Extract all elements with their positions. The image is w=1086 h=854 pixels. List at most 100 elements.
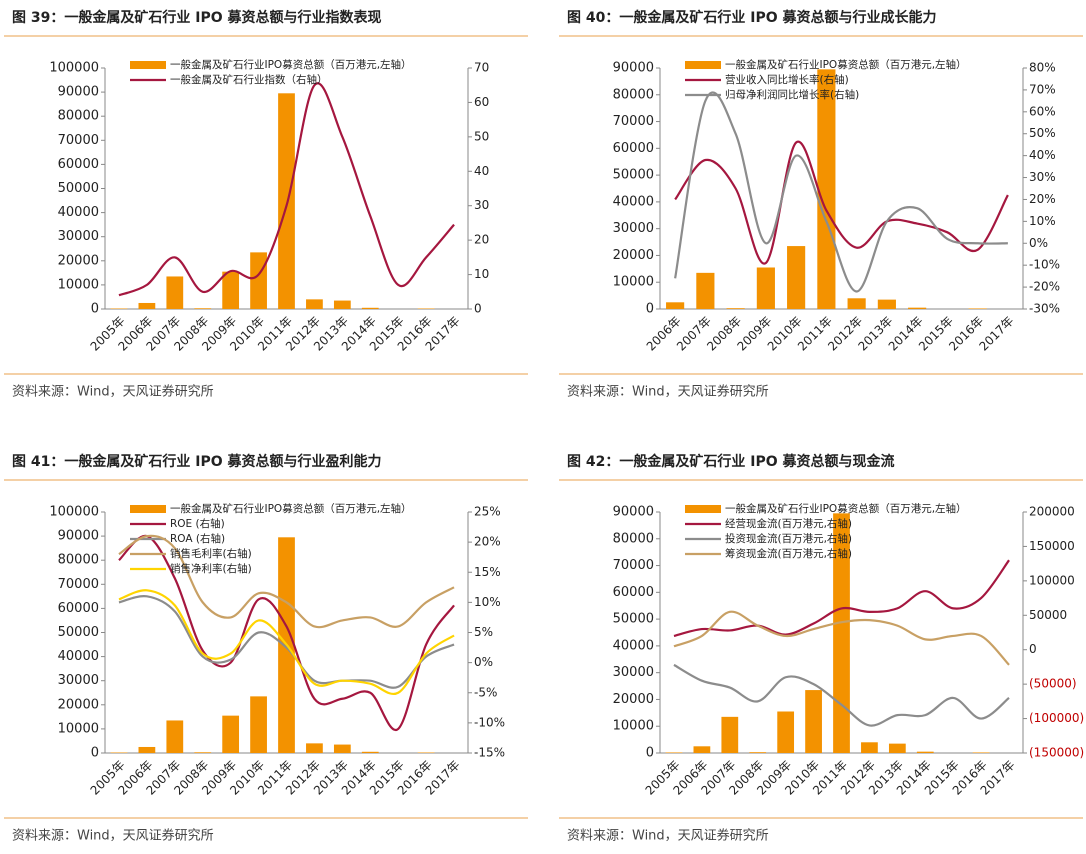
bar <box>916 751 934 753</box>
y-tick-label: 40000 <box>58 205 99 220</box>
bar <box>138 746 156 753</box>
legend-label: 营业收入同比增长率(右轴) <box>725 73 849 86</box>
y2-tick-label: 20% <box>1029 192 1056 206</box>
y-tick-label: 50000 <box>58 625 99 640</box>
y2-tick-label: 20% <box>474 535 501 549</box>
legend-swatch <box>685 61 721 69</box>
y2-tick-label: 150000 <box>1029 539 1075 553</box>
legend-label: 归母净利润同比增长率(右轴) <box>725 88 859 101</box>
bar <box>777 711 795 753</box>
bar <box>333 300 351 309</box>
line-series <box>673 610 1010 666</box>
line-series <box>118 534 455 731</box>
y-tick-label: 10000 <box>58 721 99 736</box>
bar <box>194 752 212 753</box>
x-tick-label: 2017年 <box>976 314 1016 354</box>
legend-label: 一般金属及矿石行业指数（右轴） <box>170 73 328 86</box>
chart-title: 图 39：一般金属及矿石行业 IPO 募资总额与行业指数表现 <box>12 9 381 26</box>
bar <box>968 308 987 309</box>
y-tick-label: 0 <box>646 746 654 761</box>
bar <box>817 69 836 309</box>
y2-tick-label: (100000) <box>1029 711 1084 725</box>
line-series <box>674 91 1008 293</box>
y-tick-label: 30000 <box>58 229 99 244</box>
line-series <box>118 82 455 297</box>
bar <box>166 720 184 753</box>
bar <box>250 252 267 309</box>
y2-tick-label: 40% <box>1029 148 1056 162</box>
y-tick-label: 50000 <box>613 612 654 627</box>
bar <box>833 513 850 753</box>
source: 资料来源：Wind，天风证券研究所 <box>567 828 769 844</box>
bar <box>787 246 806 309</box>
legend-swatch <box>685 505 721 513</box>
y2-tick-label: 50% <box>1029 126 1056 140</box>
bar <box>666 302 685 309</box>
y2-tick-label: 40 <box>474 164 489 178</box>
source: 资料来源：Wind，天风证券研究所 <box>12 384 214 400</box>
legend-label: ROA (右轴) <box>170 532 225 545</box>
y-tick-label: 100000 <box>49 61 99 76</box>
bar <box>693 746 711 753</box>
y2-tick-label: 0% <box>1029 236 1048 250</box>
legend-label: 一般金属及矿石行业IPO募资总额（百万港元,左轴） <box>725 502 967 515</box>
legend-label: 一般金属及矿石行业IPO募资总额（百万港元,左轴） <box>170 502 412 515</box>
chart-title: 图 42：一般金属及矿石行业 IPO 募资总额与现金流 <box>567 453 894 470</box>
y2-tick-label: -15% <box>474 746 505 760</box>
legend-label: 一般金属及矿石行业IPO募资总额（百万港元,左轴） <box>170 58 412 71</box>
line-series <box>673 663 1010 727</box>
legend-label: 经营现金流(百万港元,右轴) <box>725 517 852 530</box>
y2-tick-label: 30% <box>1029 170 1056 184</box>
y-tick-label: 10000 <box>613 275 654 290</box>
y-tick-label: 60000 <box>58 157 99 172</box>
y-tick-label: 80000 <box>613 87 654 102</box>
y2-tick-label: 50000 <box>1029 608 1067 622</box>
y-tick-label: 20000 <box>613 692 654 707</box>
y2-tick-label: 70 <box>474 61 489 75</box>
y2-tick-label: 10% <box>474 595 501 609</box>
bar <box>877 299 896 309</box>
y-tick-label: 10000 <box>613 719 654 734</box>
y-tick-label: 60000 <box>613 141 654 156</box>
y-tick-label: 100000 <box>49 505 99 520</box>
y2-tick-label: -10% <box>474 715 505 729</box>
y2-tick-label: 50 <box>474 129 489 143</box>
y-tick-label: 80000 <box>58 553 99 568</box>
y2-tick-label: 20 <box>474 233 489 247</box>
y-tick-label: 0 <box>91 302 99 317</box>
y2-tick-label: 10% <box>1029 214 1056 228</box>
legend-label: 一般金属及矿石行业IPO募资总额（百万港元,左轴） <box>725 58 967 71</box>
y-tick-label: 40000 <box>613 194 654 209</box>
chart-title: 图 40：一般金属及矿石行业 IPO 募资总额与行业成长能力 <box>567 9 936 26</box>
line-series <box>674 140 1009 265</box>
bar <box>306 743 323 753</box>
y-tick-label: 70000 <box>613 558 654 573</box>
y-tick-label: 50000 <box>58 181 99 196</box>
y2-tick-label: 5% <box>474 625 493 639</box>
y-tick-label: 90000 <box>58 85 99 100</box>
y-tick-label: 80000 <box>613 531 654 546</box>
bar <box>665 752 683 753</box>
bar <box>696 272 715 309</box>
bar <box>250 696 267 753</box>
bar <box>166 276 184 309</box>
bar <box>361 307 379 309</box>
y2-tick-label: -30% <box>1029 302 1060 316</box>
line-series <box>118 595 455 689</box>
y-tick-label: 50000 <box>613 168 654 183</box>
bar <box>861 742 878 753</box>
legend-label: 销售净利率(右轴) <box>170 562 252 575</box>
y2-tick-label: 60% <box>1029 104 1056 118</box>
y2-tick-label: 0 <box>474 302 482 316</box>
y-tick-label: 40000 <box>58 649 99 664</box>
y-tick-label: 70000 <box>58 133 99 148</box>
y-tick-label: 0 <box>91 746 99 761</box>
y-tick-label: 90000 <box>613 61 654 76</box>
y-tick-label: 60000 <box>58 601 99 616</box>
y-tick-label: 10000 <box>58 277 99 292</box>
y2-tick-label: 15% <box>474 565 501 579</box>
legend-label: 投资现金流(百万港元,右轴) <box>725 532 852 545</box>
line-series <box>673 559 1010 638</box>
y-tick-label: 70000 <box>613 114 654 129</box>
